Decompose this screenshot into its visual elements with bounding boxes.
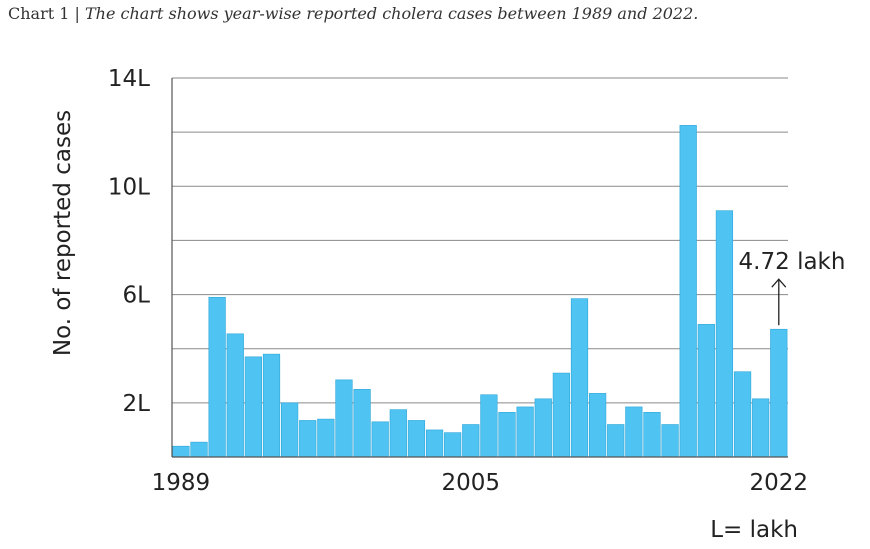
bar-1994	[262, 353, 281, 458]
y-tick-label-10: 10L	[108, 174, 150, 200]
caption-prefix: Chart 1 |	[8, 4, 80, 23]
x-tick-label-1989: 1989	[152, 470, 211, 496]
caption-text: The chart shows year-wise reported chole…	[85, 4, 699, 23]
bar-2003	[425, 429, 444, 458]
bar-2010	[552, 372, 570, 458]
bar-2009	[534, 398, 552, 458]
bar-2014	[625, 406, 643, 458]
y-tick-label-2: 2L	[123, 391, 151, 417]
bar-1997	[317, 418, 335, 458]
bar-2007	[498, 412, 516, 458]
bar-2015	[643, 412, 661, 458]
bar-1990	[190, 441, 208, 458]
y-tick-label-6: 6L	[123, 283, 151, 309]
annotation-label: 4.72 lakh	[739, 249, 846, 275]
x-tick-label-2005: 2005	[442, 470, 501, 496]
bar-2005	[462, 424, 480, 458]
x-tick-label-2022: 2022	[750, 470, 809, 496]
bar-2013	[607, 424, 625, 458]
chart-caption: Chart 1 | The chart shows year-wise repo…	[8, 4, 698, 23]
bar-1989	[172, 445, 190, 458]
bar-2012	[589, 393, 607, 458]
bar-1999	[353, 389, 371, 458]
unit-note: L= lakh	[710, 517, 798, 543]
bar-2008	[516, 406, 534, 458]
bar-1992	[226, 333, 244, 458]
bar-2004	[444, 432, 462, 458]
bar-2017	[679, 125, 697, 458]
bar-2016	[661, 424, 679, 458]
bar-2011	[570, 298, 589, 458]
bar-2020	[733, 371, 752, 458]
bar-1996	[299, 420, 317, 458]
axes: 2L 6L 10L 14L 1989 2005 2022 4.72 lakh	[108, 66, 846, 496]
bar-2018	[697, 324, 715, 458]
bars	[172, 125, 788, 458]
bar-2000	[371, 421, 389, 458]
annotation-arrow-head	[771, 278, 787, 288]
bar-2006	[480, 394, 498, 458]
bar-2002	[407, 420, 426, 458]
y-tick-label-14: 14L	[108, 66, 150, 92]
bar-1993	[244, 356, 262, 458]
y-axis-label: No. of reported cases	[50, 110, 76, 356]
bar-2001	[389, 409, 407, 458]
bar-1995	[281, 402, 299, 458]
bar-2021	[752, 398, 770, 458]
bar-1998	[335, 379, 353, 458]
bar-2019	[715, 210, 734, 458]
bar-2022	[770, 328, 788, 458]
bar-1991	[208, 296, 226, 458]
